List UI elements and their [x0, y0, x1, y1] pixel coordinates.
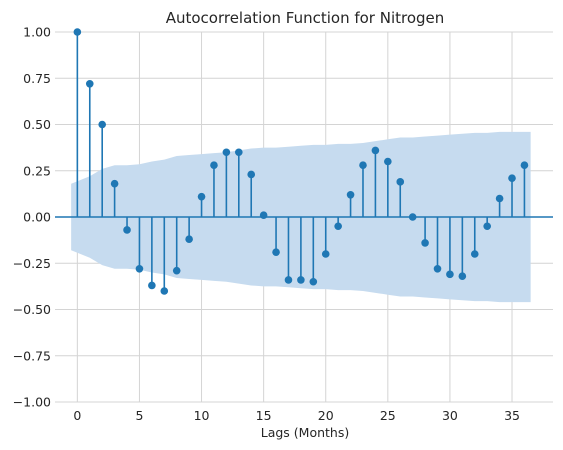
stem-marker: [210, 161, 218, 169]
stem-marker: [408, 213, 417, 221]
stem-marker: [309, 277, 318, 286]
stem-marker: [446, 270, 454, 279]
stem-marker: [222, 148, 231, 157]
y-tick-label: 0.50: [23, 117, 51, 132]
stem-marker: [470, 250, 479, 258]
stems: [55, 32, 553, 291]
y-tick-label: 0.25: [23, 163, 51, 178]
stem-marker: [458, 272, 467, 281]
x-tick-label: 5: [135, 408, 143, 423]
x-tick-label: 20: [318, 408, 334, 423]
stem-marker: [495, 194, 504, 203]
y-tick-label: −0.50: [13, 302, 51, 317]
stem-marker: [110, 179, 119, 188]
y-tick-label: 1.00: [23, 25, 51, 40]
stem-marker: [284, 276, 293, 284]
y-tick-label: −1.00: [13, 395, 51, 410]
stem-marker: [73, 28, 82, 36]
stem-marker: [160, 287, 169, 295]
stem-marker: [98, 120, 106, 129]
stem-marker: [334, 222, 342, 231]
stem-marker: [396, 178, 405, 186]
stem-marker: [148, 281, 156, 290]
stem-marker: [135, 265, 144, 273]
stem-marker: [384, 157, 392, 166]
stem-marker: [272, 248, 280, 256]
x-tick-label: 25: [380, 408, 396, 423]
y-tick-label: 0.00: [23, 210, 51, 225]
stem-marker: [421, 239, 429, 247]
stem-marker: [508, 174, 516, 182]
stem-marker: [235, 148, 243, 157]
markers: [73, 28, 529, 295]
stem-marker: [259, 211, 268, 219]
stem-marker: [247, 170, 256, 179]
chart-title: Autocorrelation Function for Nitrogen: [166, 9, 445, 27]
stem-marker: [483, 222, 491, 231]
stem-marker: [85, 80, 94, 88]
x-tick-label: 30: [442, 408, 458, 423]
x-tick-labels: 0 5 10 15 20 25 30 35: [73, 408, 520, 423]
x-axis-label: Lags (Months): [261, 425, 350, 440]
stem-marker: [433, 265, 442, 273]
x-tick-label: 35: [504, 408, 520, 423]
stem-marker: [359, 161, 367, 169]
stem-marker: [197, 192, 206, 201]
stem-marker: [123, 226, 131, 234]
stem-marker: [185, 235, 193, 243]
stem-marker: [321, 250, 330, 258]
stem-marker: [297, 276, 305, 284]
y-tick-label: −0.25: [13, 256, 51, 271]
stem-marker: [172, 266, 181, 275]
y-tick-label: −0.75: [13, 348, 51, 363]
x-tick-label: 0: [73, 408, 81, 423]
x-tick-label: 15: [256, 408, 272, 423]
x-tick-label: 10: [194, 408, 210, 423]
stem-marker: [346, 191, 355, 199]
y-tick-label: 0.75: [23, 71, 51, 86]
y-tick-labels: −1.00 −0.75 −0.50 −0.25 0.00 0.25 0.50 0.75 1.00: [13, 25, 51, 410]
stem-marker: [371, 146, 380, 155]
stem-marker: [520, 161, 529, 169]
